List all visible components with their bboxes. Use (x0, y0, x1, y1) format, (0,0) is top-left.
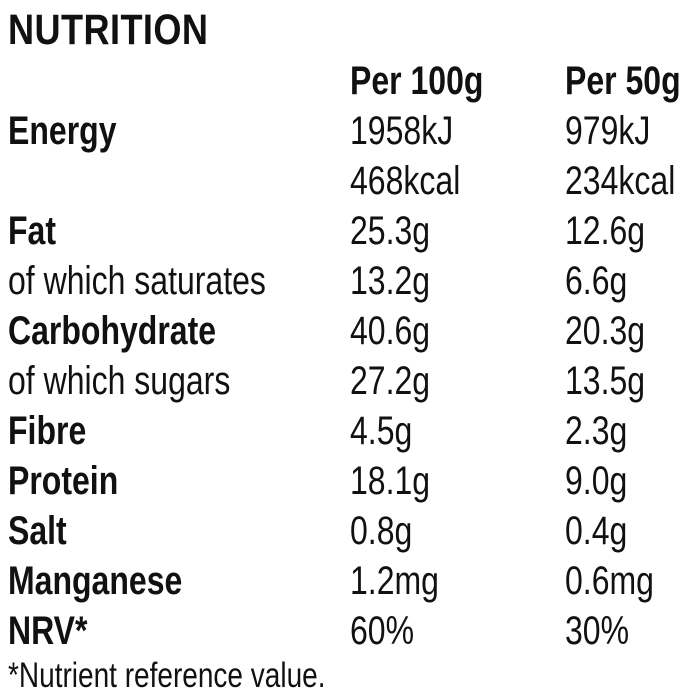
value-per-100g: 25.3g (350, 209, 431, 253)
value-per-50g: 30% (565, 609, 630, 653)
column-header-per-100g: Per 100g (350, 59, 484, 103)
value-per-50g: 2.3g (565, 409, 628, 453)
value-per-100g: 1.2mg (350, 559, 439, 603)
nutrition-table: Per 100g Per 50g Energy 1958kJ 979kJ 468kca… (8, 56, 700, 656)
footnote: *Nutrient reference value. (8, 656, 700, 700)
value-per-100g: 40.6g (350, 309, 431, 353)
row-label: Fat (8, 209, 56, 253)
value-per-100g: 18.1g (350, 459, 431, 503)
value-per-100g: 468kcal (350, 159, 461, 203)
value-per-100g: 4.5g (350, 409, 413, 453)
value-per-100g: 60% (350, 609, 415, 653)
value-per-100g: 27.2g (350, 359, 431, 403)
value-per-50g: 0.6mg (565, 559, 654, 603)
row-label: Fibre (8, 409, 87, 453)
row-label: Salt (8, 509, 67, 553)
row-label: NRV* (8, 609, 88, 653)
value-per-50g: 0.4g (565, 509, 628, 553)
row-label: of which saturates (8, 259, 266, 303)
value-per-100g: 1958kJ (350, 109, 454, 153)
value-per-50g: 20.3g (565, 309, 646, 353)
value-per-100g: 13.2g (350, 259, 431, 303)
value-per-50g: 9.0g (565, 459, 628, 503)
row-label (8, 156, 350, 206)
row-label: Carbohydrate (8, 309, 217, 353)
row-label: Energy (8, 109, 117, 153)
value-per-50g: 13.5g (565, 359, 646, 403)
column-header-spacer (8, 56, 350, 106)
value-per-50g: 979kJ (565, 109, 651, 153)
footnote-text: *Nutrient reference value. (8, 656, 326, 695)
value-per-50g: 12.6g (565, 209, 646, 253)
value-per-50g: 6.6g (565, 259, 628, 303)
value-per-100g: 0.8g (350, 509, 413, 553)
row-label: Protein (8, 459, 119, 503)
value-per-50g: 234kcal (565, 159, 676, 203)
page-title: NUTRITION (8, 4, 700, 56)
row-label: Manganese (8, 559, 183, 603)
column-header-per-50g: Per 50g (565, 59, 681, 103)
page-title-text: NUTRITION (8, 6, 209, 54)
row-label: of which sugars (8, 359, 231, 403)
